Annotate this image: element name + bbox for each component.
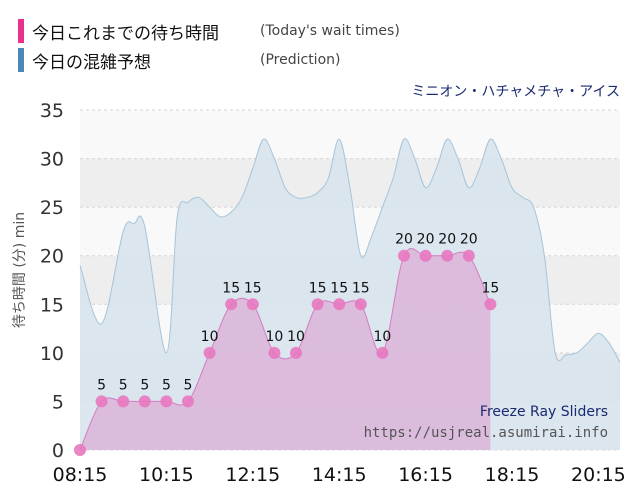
legend-label-actual: 今日これまでの待ち時間	[32, 23, 219, 44]
data-point	[333, 298, 346, 311]
data-label: 5	[119, 377, 128, 393]
y-tick-label: 10	[40, 343, 64, 365]
data-label: 15	[352, 280, 370, 296]
legend-label-prediction: 今日の混雑予想	[32, 52, 151, 73]
y-axis-label: 待ち時間 (分) min	[12, 212, 28, 328]
data-label: 5	[140, 377, 149, 393]
plot-band	[80, 110, 620, 159]
x-tick-label: 20:15	[571, 464, 626, 486]
data-label: 20	[417, 232, 435, 248]
y-tick-label: 25	[40, 197, 64, 219]
data-point	[419, 249, 432, 262]
data-label: 20	[395, 232, 413, 248]
data-point	[290, 346, 302, 359]
y-tick-label: 15	[40, 294, 64, 316]
data-point	[441, 249, 454, 262]
data-label: 15	[244, 280, 262, 296]
data-label: 15	[481, 280, 499, 296]
data-point	[117, 395, 130, 408]
x-tick-label: 18:15	[485, 464, 540, 486]
data-point	[74, 444, 86, 456]
data-point	[182, 395, 194, 408]
y-tick-label: 35	[40, 100, 64, 122]
legend-sub-prediction: (Prediction)	[260, 52, 341, 68]
data-point	[462, 249, 475, 262]
x-tick-label: 12:15	[225, 464, 280, 486]
data-label: 5	[184, 377, 193, 393]
site-credit: https://usjreal.asumirai.info	[364, 425, 608, 441]
data-point	[95, 395, 108, 408]
legend-swatch-actual	[18, 19, 24, 43]
y-tick-label: 0	[52, 440, 64, 462]
legend-swatch-prediction	[18, 48, 24, 72]
x-axis-ticks: 08:15 10:15 12:15 14:15 16:15 18:15 20:15	[53, 464, 626, 486]
data-label: 15	[330, 280, 348, 296]
data-point	[268, 346, 281, 359]
legend-item-prediction: 今日の混雑予想 (Prediction)	[18, 47, 340, 73]
data-label: 20	[438, 232, 456, 248]
data-point	[354, 298, 367, 311]
x-tick-label: 10:15	[139, 464, 194, 486]
data-label: 10	[373, 329, 391, 345]
x-tick-label: 14:15	[312, 464, 367, 486]
data-point	[246, 298, 259, 311]
x-tick-label: 08:15	[53, 464, 108, 486]
actual-area	[80, 248, 491, 450]
data-point	[225, 298, 238, 311]
y-axis-ticks: 0 5 10 15 20 25 30 35	[40, 100, 64, 462]
data-point	[376, 346, 389, 359]
y-tick-label: 30	[40, 149, 64, 171]
data-point	[138, 395, 151, 408]
data-point	[484, 298, 497, 311]
attraction-name: ミニオン・ハチャメチャ・アイス	[411, 84, 620, 100]
data-label: 15	[309, 280, 327, 296]
data-label: 5	[97, 377, 106, 393]
legend-item-actual: 今日これまでの待ち時間 (Today's wait times)	[18, 18, 400, 44]
data-label: 10	[265, 329, 283, 345]
y-tick-label: 20	[40, 246, 64, 268]
data-label: 15	[222, 280, 240, 296]
data-point	[203, 346, 216, 359]
y-tick-label: 5	[52, 391, 64, 413]
x-tick-label: 16:15	[398, 464, 453, 486]
data-label: 10	[287, 329, 305, 345]
data-point	[311, 298, 324, 311]
prediction-line	[79, 138, 621, 363]
legend-sub-actual: (Today's wait times)	[260, 23, 400, 39]
actual-points	[74, 249, 497, 456]
data-label: 5	[162, 377, 171, 393]
data-label: 10	[201, 329, 219, 345]
attraction-name-en: Freeze Ray Sliders	[480, 404, 608, 420]
data-point	[160, 395, 173, 408]
data-point	[398, 249, 410, 262]
data-label: 20	[460, 232, 478, 248]
